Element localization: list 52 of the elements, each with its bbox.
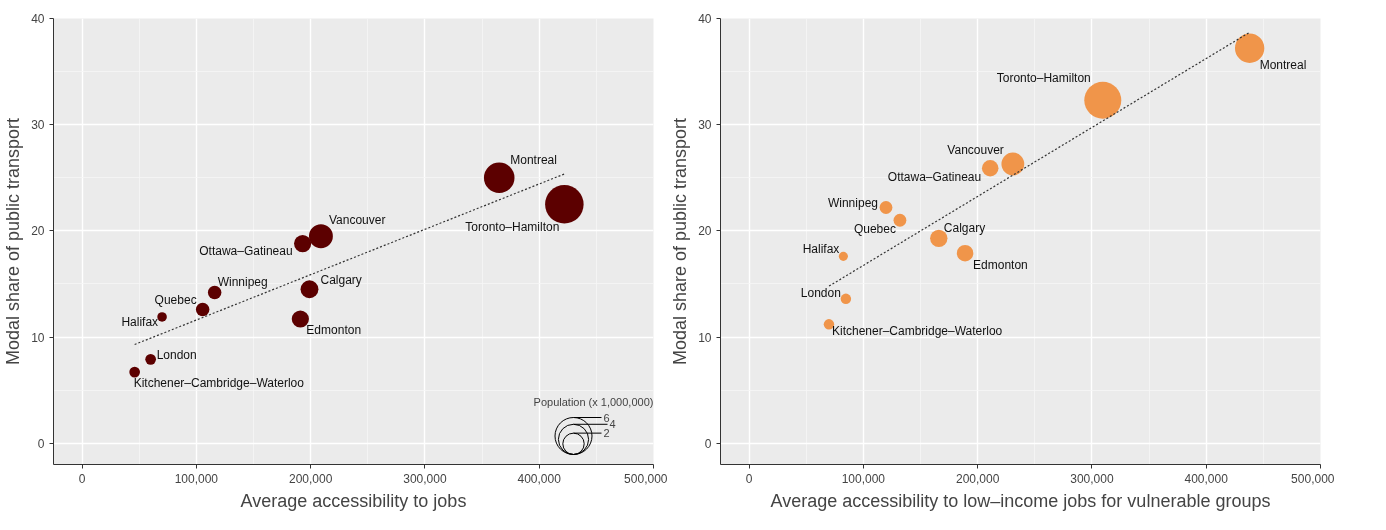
- annotation: Vancouver: [947, 142, 1004, 157]
- x-tick-label: 200,000: [288, 471, 333, 486]
- legend-label: 6: [603, 411, 610, 424]
- annotation: London: [156, 348, 197, 363]
- x-axis-title: Average accessibility to low–income jobs for vulnerable groups: [770, 490, 1271, 511]
- annotation: Edmonton: [306, 323, 362, 338]
- annotation: London: [800, 285, 841, 300]
- annotation: Kitchener–Cambridge–Waterloo: [831, 324, 1003, 339]
- annotation: Quebec: [853, 222, 896, 237]
- annotation: Ottawa–Gatineau: [887, 170, 982, 185]
- x-tick-label: 0: [745, 471, 753, 486]
- x-axis-title: Average accessibility to jobs: [240, 490, 467, 511]
- y-axis-title: Modal share of public transport: [3, 117, 24, 366]
- annotation: Montreal: [1259, 58, 1307, 73]
- y-tick-label: 0: [704, 436, 712, 451]
- x-tick-label: 100,000: [841, 471, 886, 486]
- annotation: Calgary: [943, 221, 986, 236]
- annotation: Edmonton: [973, 258, 1028, 273]
- annotation: Winnipeg: [827, 195, 878, 210]
- y-tick-label: 20: [698, 224, 712, 239]
- y-tick-label: 20: [31, 224, 45, 239]
- legend-title: Population (x 1,000,000): [533, 395, 654, 408]
- x-tick-label: 300,000: [403, 471, 447, 486]
- legend-label: 2: [603, 427, 610, 440]
- x-tick-label: 300,000: [1070, 471, 1114, 486]
- x-tick-label: 500,000: [624, 471, 668, 486]
- annotation: Quebec: [154, 293, 197, 308]
- x-tick-label: 100,000: [174, 471, 219, 486]
- annotation: Toronto–Hamilton: [465, 220, 560, 235]
- y-tick-label: 30: [31, 118, 45, 133]
- x-tick-label: 400,000: [1184, 471, 1229, 486]
- y-tick-label: 30: [698, 118, 712, 133]
- y-tick-label: 10: [698, 330, 712, 345]
- annotation: Winnipeg: [217, 275, 268, 290]
- x-tick-label: 200,000: [955, 471, 1000, 486]
- y-tick-label: 0: [37, 436, 45, 451]
- x-tick-label: 0: [78, 471, 86, 486]
- annotation: Vancouver: [328, 213, 386, 228]
- y-axis-title: Modal share of public transport: [670, 117, 691, 366]
- x-tick-label: 500,000: [1291, 471, 1335, 486]
- annotation: Calgary: [320, 273, 362, 288]
- annotation: Ottawa–Gatineau: [199, 243, 293, 258]
- y-tick-label: 40: [31, 12, 45, 26]
- annotation: Halifax: [121, 314, 159, 329]
- annotation: Halifax: [802, 242, 840, 257]
- legend-label: 4: [609, 418, 616, 431]
- y-tick-label: 40: [698, 12, 712, 26]
- annotation: Kitchener–Cambridge–Waterloo: [133, 376, 305, 391]
- annotation: Montreal: [510, 152, 557, 167]
- y-tick-label: 10: [31, 330, 45, 345]
- x-tick-label: 400,000: [517, 471, 562, 486]
- annotation: Toronto–Hamilton: [996, 71, 1091, 86]
